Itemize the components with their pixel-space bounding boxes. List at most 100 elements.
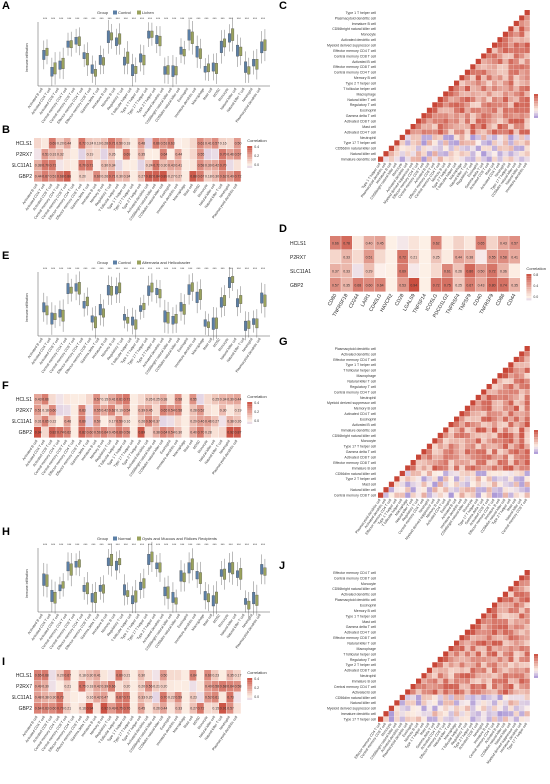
row-label: Natural killer cell (350, 488, 376, 492)
tri-cell (497, 618, 503, 625)
tri-cell (481, 69, 487, 75)
boxplot-svg-e: Group Control Alternaria and HelicobacterI… (25, 260, 270, 375)
tri-cell (432, 694, 438, 701)
tri-cell (454, 443, 460, 449)
heatmap-cell (122, 416, 130, 427)
tri-cell (388, 145, 395, 151)
colorbar-segment (534, 94, 538, 97)
heatmap-cell (442, 250, 453, 264)
heatmap-cell (174, 427, 182, 438)
significance-mark: *** (253, 17, 258, 21)
tri-cell (432, 443, 438, 449)
colorbar-tick: 0.0 (254, 163, 259, 167)
tri-cell (481, 476, 487, 482)
significance-mark: *** (156, 543, 161, 547)
tri-cell (454, 646, 460, 652)
box (66, 40, 70, 48)
tri-cell (464, 700, 471, 706)
tri-cell (459, 140, 465, 146)
tri-cell (486, 624, 492, 630)
tri-cell (524, 118, 530, 124)
cell-value: 0.63 (79, 409, 86, 413)
cell-value: 0.88 (190, 175, 197, 179)
heatmap-cell (78, 394, 86, 405)
tri-cell (481, 129, 487, 135)
colorbar-segment (247, 413, 253, 416)
tri-cell (492, 145, 498, 151)
box (263, 567, 267, 576)
tri-cell (475, 156, 481, 162)
tri-cell (437, 673, 443, 679)
tri-cell (497, 597, 503, 603)
tri-cell (502, 31, 509, 37)
tri-cell (459, 678, 465, 684)
tri-cell (519, 629, 525, 635)
tri-cell (508, 432, 514, 439)
heatmap-cell (167, 138, 175, 149)
cell-value: 0.62 (220, 175, 227, 179)
tri-cell (508, 96, 514, 103)
tri-cell (519, 481, 525, 487)
tri-cell (492, 449, 498, 455)
colorbar-segment (526, 287, 532, 290)
x-tick-label: CD244 (348, 293, 361, 310)
heatmap-cell (167, 394, 175, 405)
tri-cell (481, 629, 487, 635)
tri-cell (470, 427, 476, 433)
tri-cell (524, 356, 530, 363)
x-tick-label: Mast cell (506, 498, 517, 512)
tri-cell (475, 470, 481, 477)
cell-value: 0.82 (50, 431, 57, 435)
box (98, 304, 102, 316)
tri-cell (464, 411, 471, 417)
heatmap-cell (189, 394, 197, 405)
x-tick-label: MDSC (212, 337, 221, 348)
tri-cell (454, 107, 460, 113)
gene-row-label: SLC11A1 (12, 419, 32, 425)
significance-mark: *** (261, 267, 266, 271)
tri-cell (475, 711, 481, 717)
tri-cell (513, 378, 519, 384)
box (139, 581, 143, 590)
box (126, 316, 130, 324)
tri-cell (432, 134, 438, 141)
cell-value: 0.72 (433, 284, 440, 288)
tri-cell (405, 140, 411, 146)
box (77, 282, 81, 295)
tri-cell (437, 102, 443, 108)
heatmap-cell (475, 236, 487, 250)
row-label: Neutrophil (360, 396, 376, 400)
tri-cell (437, 113, 443, 119)
tri-cell (464, 711, 471, 717)
colorbar-segment (526, 289, 532, 292)
tri-cell (443, 711, 449, 717)
tri-cell (443, 700, 449, 706)
row-label: Type 1 T helper cell (346, 11, 377, 15)
heatmap-cell (71, 394, 78, 405)
tri-cell (432, 118, 438, 124)
tri-cell (513, 487, 519, 493)
cell-value: 0.43 (478, 284, 485, 288)
heatmap-cell (341, 250, 352, 264)
tri-cell (388, 716, 395, 722)
tri-cell (524, 646, 530, 652)
colorbar-segment (534, 437, 538, 440)
tri-cell (475, 460, 481, 466)
box (163, 66, 167, 75)
tri-cell (481, 96, 487, 103)
tri-cell (497, 678, 503, 684)
tri-cell (513, 618, 519, 625)
cell-value: 0.46 (205, 420, 212, 424)
tri-cell (502, 624, 509, 630)
box (203, 319, 207, 327)
heatmap-cell (48, 138, 56, 149)
tri-cell (524, 113, 530, 119)
row-label: Activated dendritic cell (341, 352, 376, 356)
heatmap-svg-b: HCLS1 0.69 0.20 0.44 0.72 0.24 0.19 0.28 0.71 0.5… (12, 138, 267, 221)
significance-mark: *** (253, 267, 258, 271)
tri-cell (502, 602, 509, 608)
tri-cell (475, 635, 481, 641)
heatmap-cell (63, 160, 71, 171)
cell-value: 0.65 (42, 420, 49, 424)
